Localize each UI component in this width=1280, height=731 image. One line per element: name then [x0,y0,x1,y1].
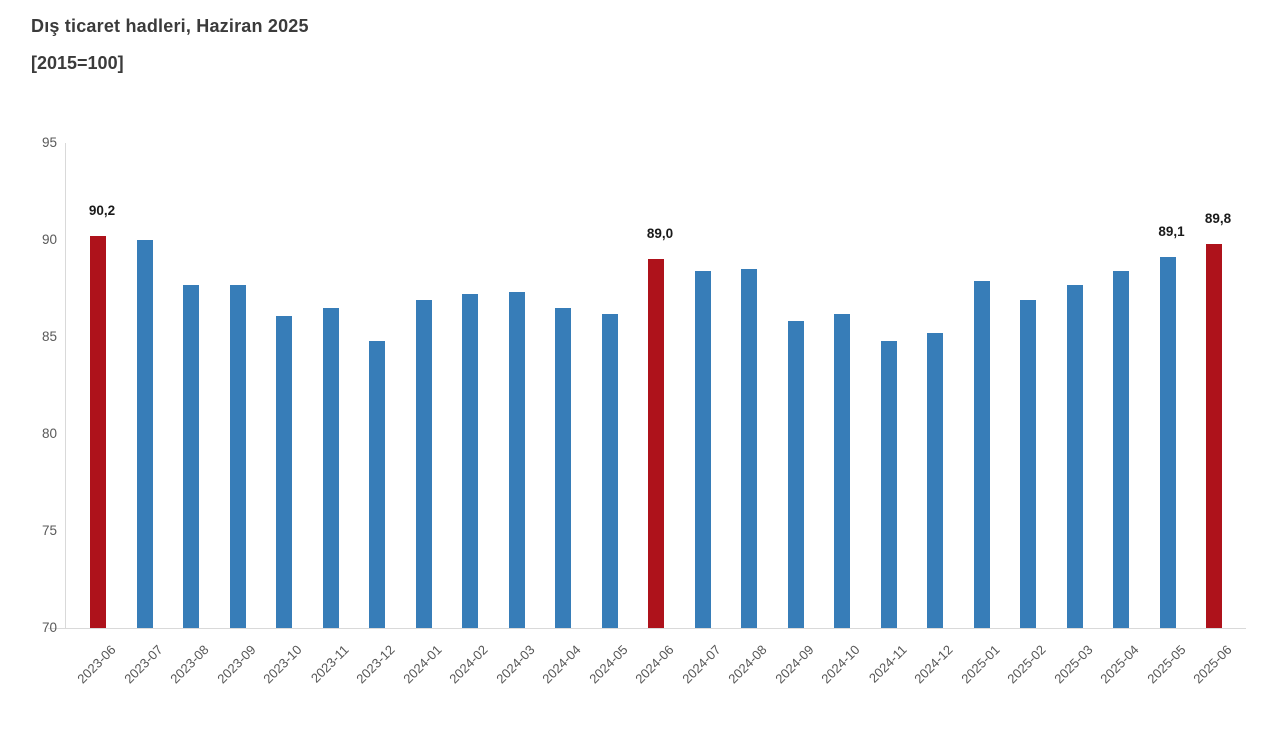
chart-subtitle: [2015=100] [31,53,124,73]
bar [183,284,199,628]
bar [1159,257,1176,628]
bar [601,313,618,628]
y-axis-tick-label: 70 [41,620,57,635]
bar [973,280,990,628]
chart-title: Dış ticaret hadleri, Haziran 2025 [31,16,309,36]
bar-chart-plot-area [65,143,1235,628]
bar [415,300,432,628]
bar [1020,300,1036,628]
y-axis-tick-label: 85 [41,329,57,344]
y-axis-tick-label: 75 [41,523,57,538]
bar-highlighted [648,259,664,628]
bar [1066,284,1083,628]
bar [741,269,757,628]
bar [136,240,153,628]
y-axis-tick-label: 90 [41,232,57,247]
bar [787,321,804,628]
bar [927,333,943,628]
bar [555,307,571,628]
y-axis-line [65,143,66,628]
bar [1113,271,1129,628]
bar [694,271,711,628]
bar [322,307,339,628]
bar [834,313,850,628]
bar [880,340,897,628]
bar-value-label: 89,1 [1158,224,1185,240]
bar-highlighted [90,236,106,628]
x-axis-line [48,628,1246,629]
y-axis-tick-label: 80 [41,426,57,441]
bar [462,294,478,628]
bar [276,315,292,628]
bar-value-label: 90,2 [88,203,116,219]
bar-value-label: 89,0 [646,226,674,242]
bar-value-label: 89,8 [1204,210,1232,226]
bar-highlighted [1206,243,1222,628]
bar [229,284,246,628]
bar [508,292,525,628]
y-axis-tick-label: 95 [41,135,57,150]
bar [369,340,385,628]
